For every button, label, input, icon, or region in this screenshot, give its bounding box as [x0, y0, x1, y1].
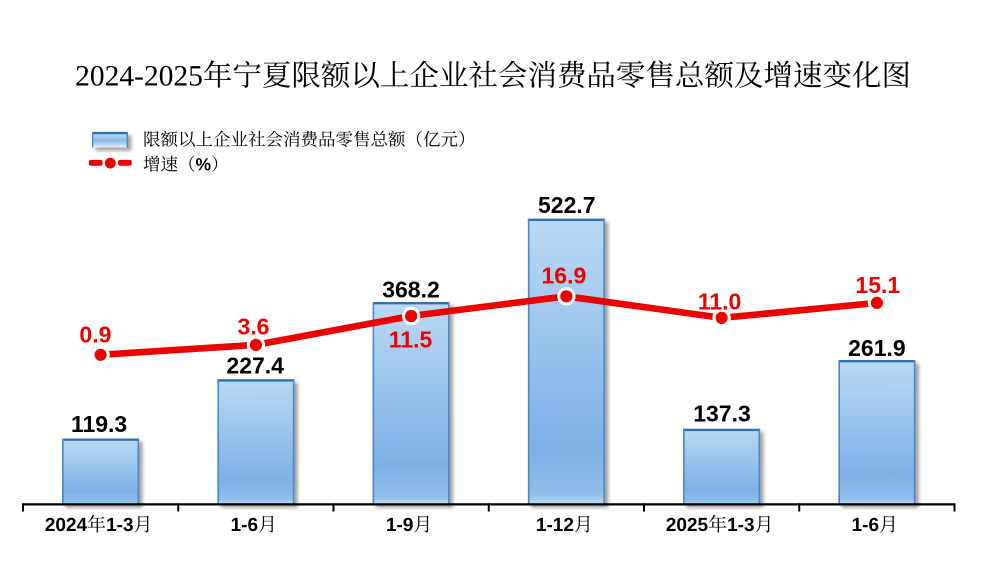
svg-text:15.1: 15.1	[855, 272, 900, 298]
svg-text:261.9: 261.9	[848, 335, 906, 361]
svg-text:11.0: 11.0	[698, 289, 742, 315]
svg-text:227.4: 227.4	[226, 353, 284, 379]
svg-text:137.3: 137.3	[693, 401, 751, 427]
svg-text:3.6: 3.6	[238, 313, 270, 339]
svg-text:16.9: 16.9	[542, 263, 587, 289]
svg-text:522.7: 522.7	[538, 192, 596, 218]
svg-text:119.3: 119.3	[71, 411, 127, 437]
svg-text:11.5: 11.5	[389, 327, 433, 353]
svg-text:368.2: 368.2	[382, 276, 440, 302]
svg-text:0.9: 0.9	[79, 322, 111, 348]
